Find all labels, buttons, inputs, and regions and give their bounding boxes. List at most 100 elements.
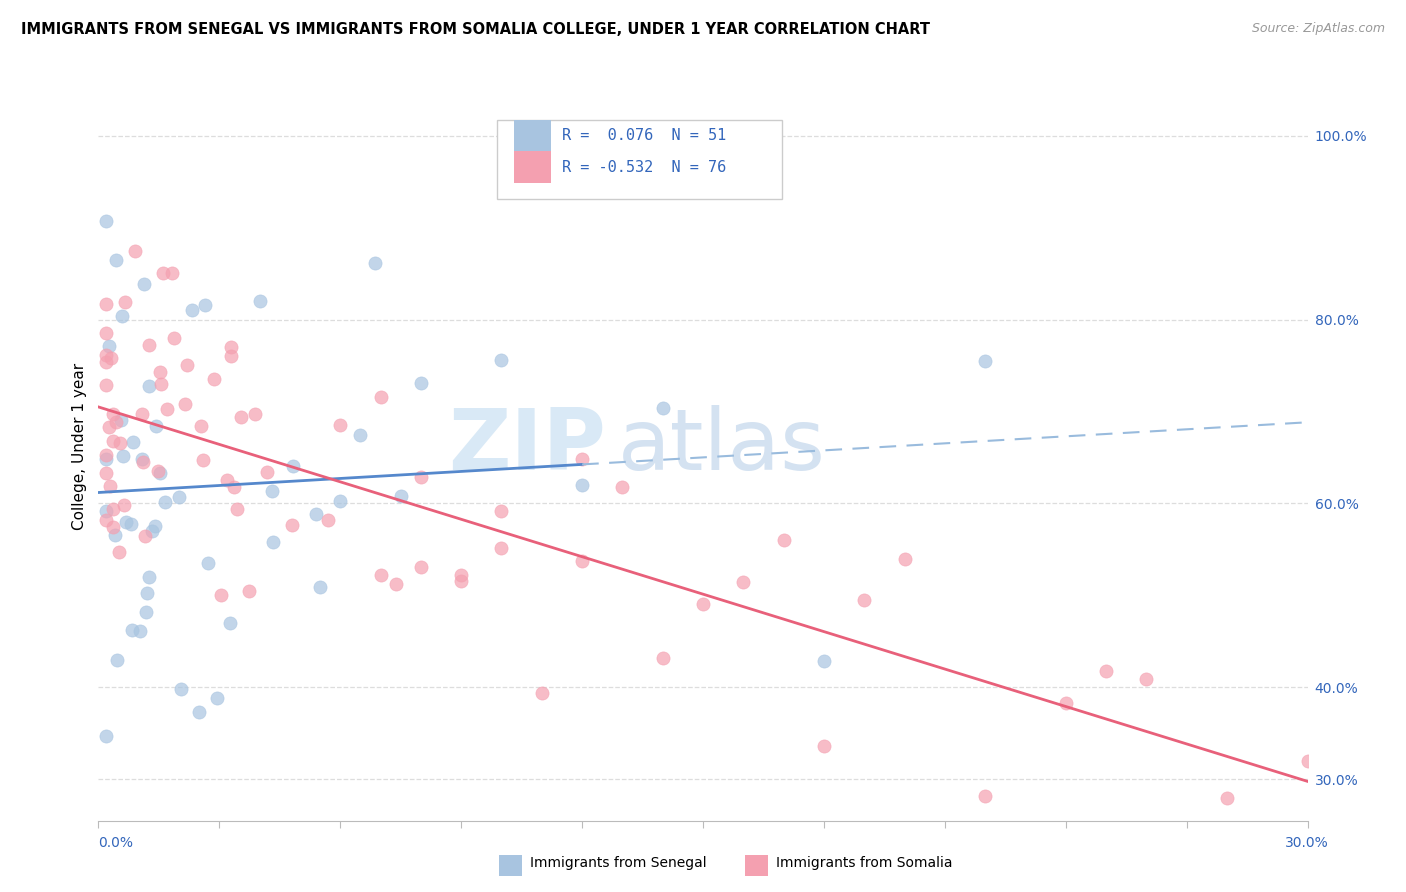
Point [96,213,118,227]
Point [262,484,284,499]
Text: Immigrants from Somalia: Immigrants from Somalia [776,856,953,871]
Point [111,310,134,324]
Text: ZIP: ZIP [449,404,606,488]
Point [103,434,125,448]
Text: 30.0%: 30.0% [1285,836,1329,850]
Point [100,351,122,365]
Point [114,295,136,310]
Point [409,376,432,391]
Point [219,616,242,631]
Point [138,338,160,352]
Point [96,466,118,480]
Point [134,606,156,620]
Point [152,266,174,280]
Point [221,349,243,363]
Point [156,401,179,416]
Point [121,624,143,638]
Point [170,682,193,697]
Point [853,593,876,607]
Point [281,459,304,474]
Point [138,379,160,393]
Point [134,277,156,291]
Point [197,556,219,570]
Point [1054,697,1077,711]
Point [96,355,118,369]
Point [813,654,835,668]
Point [491,541,513,555]
Point [163,331,186,345]
Point [651,650,673,665]
Point [174,397,197,411]
Point [974,354,997,368]
Point [221,340,243,354]
Point [104,253,127,268]
Point [370,568,392,582]
Point [238,584,260,599]
Point [215,473,238,487]
Point [121,516,143,531]
Point [96,729,118,743]
Point [190,418,212,433]
Point [226,502,249,516]
Text: R = -0.532  N = 76: R = -0.532 N = 76 [561,160,725,175]
Point [530,686,553,700]
Point [96,326,118,340]
Point [149,365,172,379]
Point [96,297,118,311]
Point [148,464,170,478]
Point [96,504,118,518]
Point [329,417,352,432]
Point [101,519,124,533]
Point [893,552,915,566]
Point [153,494,176,508]
Point [571,554,593,568]
Point [974,789,997,803]
Point [136,586,159,600]
Point [256,465,278,479]
Point [205,691,228,706]
Point [450,574,472,588]
Point [96,378,118,392]
Point [385,577,408,591]
Point [1095,665,1118,679]
Point [450,568,472,582]
Point [96,513,118,527]
Point [571,452,593,467]
Point [409,470,432,484]
Text: R =  0.076  N = 51: R = 0.076 N = 51 [561,128,725,144]
Point [316,513,339,527]
Point [491,352,513,367]
Point [409,560,432,574]
Point [132,455,155,469]
FancyBboxPatch shape [515,120,551,152]
Point [305,508,328,522]
Point [149,466,172,480]
Point [129,624,152,639]
Text: atlas: atlas [619,404,827,488]
Point [103,407,125,421]
Point [176,358,198,372]
Point [281,518,304,533]
Point [309,581,332,595]
Point [110,413,132,427]
Point [692,597,714,611]
Point [97,339,120,353]
Point [108,544,131,558]
Text: 0.0%: 0.0% [98,836,134,850]
Point [188,705,211,719]
Point [364,256,387,270]
Point [1135,672,1157,686]
Point [209,588,232,602]
Point [104,527,127,541]
Point [180,302,202,317]
Point [167,490,190,504]
Point [222,480,245,494]
Point [145,419,167,434]
Point [202,371,225,385]
Point [131,407,153,421]
Point [1216,790,1239,805]
Point [138,570,160,584]
Point [813,739,835,754]
Point [107,653,129,667]
Point [349,428,371,442]
